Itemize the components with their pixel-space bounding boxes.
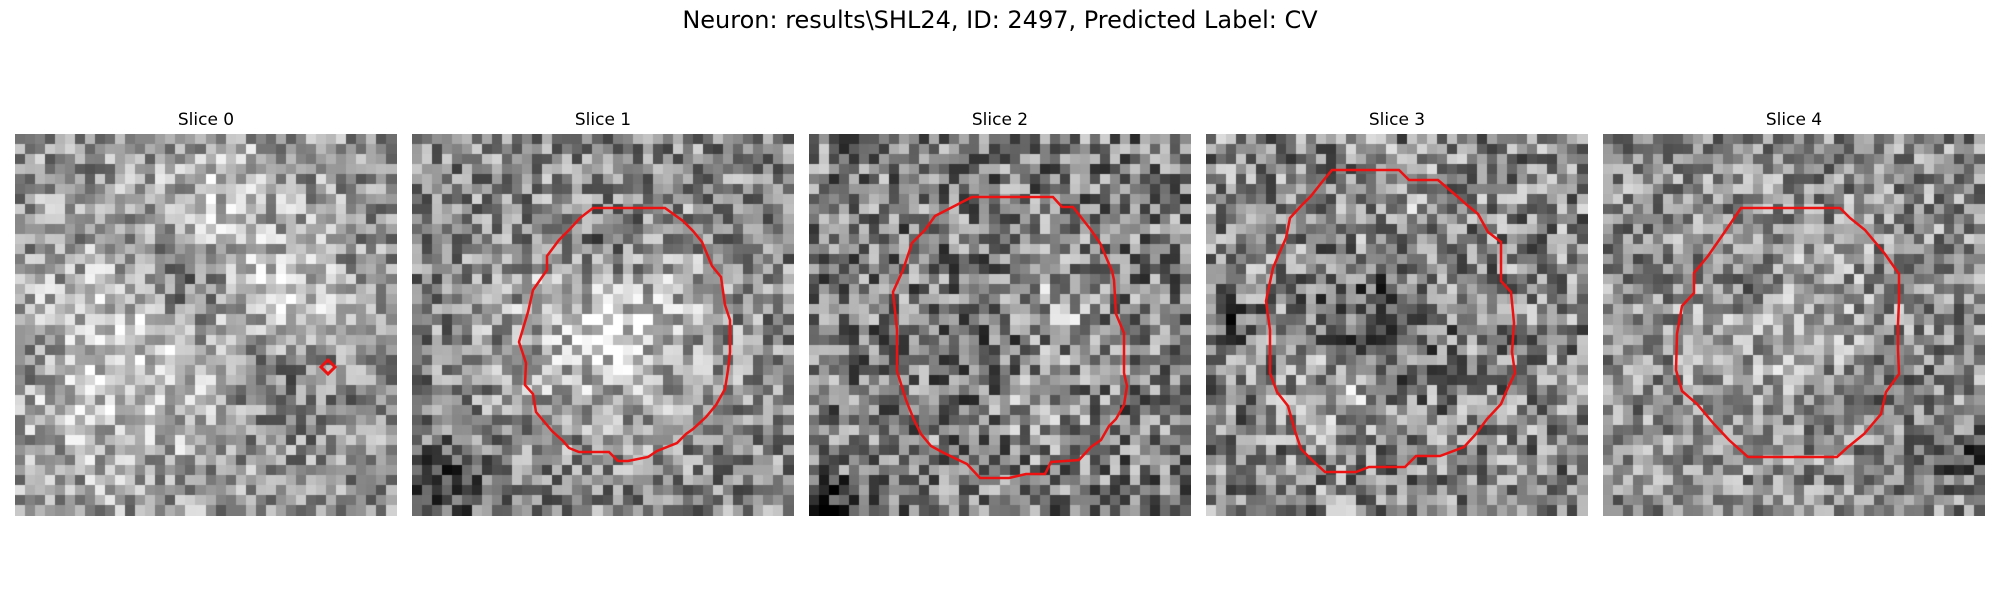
slice-contour-overlay	[318, 357, 338, 377]
slice-contour-overlay	[517, 206, 732, 463]
slice-panel-1: Slice 1	[412, 108, 794, 516]
neuron-contour	[891, 195, 1129, 480]
slice-image	[1603, 134, 1985, 516]
slice-contour-overlay	[1674, 206, 1901, 459]
neuron-contour	[318, 357, 338, 377]
slice-title: Slice 3	[1368, 110, 1426, 130]
slice-contour-overlay	[1264, 168, 1517, 474]
neuron-contour	[1264, 168, 1517, 474]
slice-contour-overlay	[891, 195, 1129, 480]
figure-title: Neuron: results\SHL24, ID: 2497, Predict…	[682, 6, 1318, 34]
slice-panel-2: Slice 2	[809, 108, 1191, 516]
slice-panel-4: Slice 4	[1603, 108, 1985, 516]
slice-panel-0: Slice 0	[15, 108, 397, 516]
neuron-contour	[517, 206, 732, 463]
slice-panel-3: Slice 3	[1206, 108, 1588, 516]
slice-title: Slice 0	[177, 110, 235, 130]
neuron-contour	[1674, 206, 1901, 459]
slice-title: Slice 2	[971, 110, 1029, 130]
slice-image	[15, 134, 397, 516]
slice-title: Slice 4	[1765, 110, 1823, 130]
slice-title: Slice 1	[574, 110, 632, 130]
